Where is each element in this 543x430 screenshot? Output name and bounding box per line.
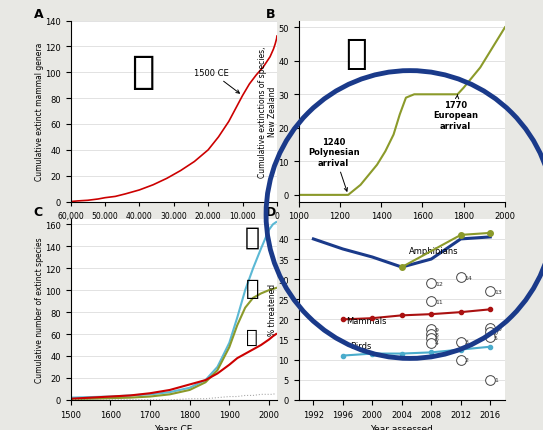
Text: 1770
European
arrival: 1770 European arrival (433, 95, 478, 131)
Y-axis label: Cumulative number of extinct species: Cumulative number of extinct species (35, 237, 43, 382)
Text: Mammals: Mammals (346, 316, 387, 326)
Y-axis label: Cumulative extinctions of species,
New Zealand: Cumulative extinctions of species, New Z… (257, 46, 277, 178)
Text: 7: 7 (494, 330, 498, 335)
Text: D: D (266, 206, 276, 219)
Text: Amphibians: Amphibians (409, 246, 459, 255)
Text: 2: 2 (464, 357, 469, 362)
Text: C: C (34, 206, 42, 219)
Text: A: A (34, 8, 43, 21)
Text: 11: 11 (435, 299, 443, 304)
Text: B: B (266, 8, 275, 21)
Text: 1500 CE: 1500 CE (194, 69, 239, 94)
Text: 6: 6 (435, 336, 439, 341)
Text: 1: 1 (494, 378, 498, 382)
Text: 14: 14 (464, 275, 472, 280)
Text: 1240
Polynesian
arrival: 1240 Polynesian arrival (308, 138, 359, 192)
Text: 🐈: 🐈 (247, 327, 258, 346)
Text: 8: 8 (435, 332, 439, 337)
Text: 4: 4 (435, 341, 439, 345)
Text: 🦕: 🦕 (245, 278, 259, 298)
Text: 3: 3 (464, 339, 469, 344)
X-axis label: Years CE: Years CE (155, 424, 193, 430)
Text: 🦤: 🦤 (245, 225, 260, 249)
Text: 🦣: 🦣 (131, 53, 155, 91)
Text: 12: 12 (435, 281, 443, 286)
Text: 5: 5 (494, 335, 498, 340)
Text: 🦤: 🦤 (345, 37, 367, 71)
Text: Birds: Birds (350, 341, 371, 350)
Y-axis label: % threatened: % threatened (268, 284, 277, 335)
Y-axis label: Cumulative extinct mammal genera: Cumulative extinct mammal genera (35, 43, 44, 181)
Text: 13: 13 (494, 289, 502, 294)
Text: 10: 10 (494, 326, 502, 331)
X-axis label: Year assessed: Year assessed (370, 424, 433, 430)
Text: 9: 9 (435, 327, 439, 332)
